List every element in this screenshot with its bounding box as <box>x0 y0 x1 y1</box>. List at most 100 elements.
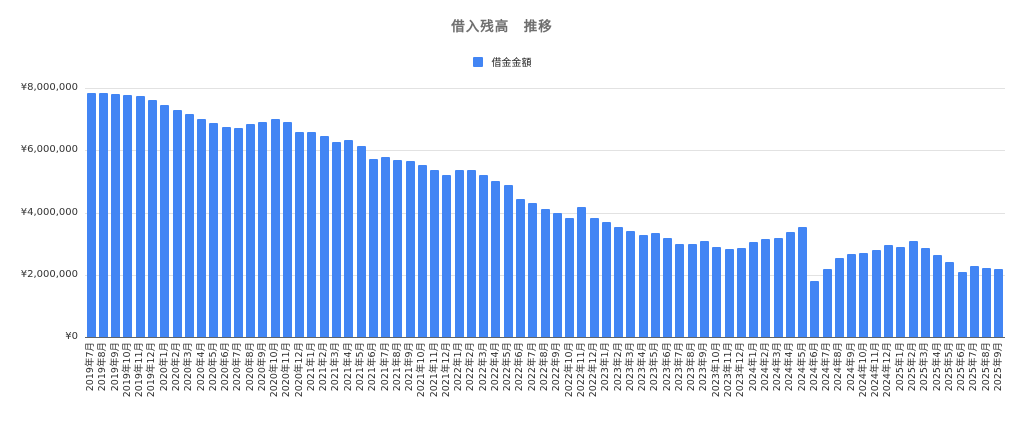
bar[interactable] <box>417 165 427 337</box>
bar[interactable] <box>798 227 808 337</box>
x-tick-label: 2021年6月 <box>367 342 379 392</box>
bar[interactable] <box>540 209 550 337</box>
bar[interactable] <box>491 181 501 337</box>
bar[interactable] <box>908 240 918 337</box>
bar[interactable] <box>650 233 660 337</box>
x-tick-label: 2023年12月 <box>735 342 747 398</box>
bar[interactable] <box>344 140 354 337</box>
x-tick-label: 2022年10月 <box>563 342 575 398</box>
bar[interactable] <box>209 123 219 337</box>
bar[interactable] <box>614 227 624 337</box>
bar[interactable] <box>601 222 611 337</box>
bar[interactable] <box>466 169 476 337</box>
x-tick-label: 2025年2月 <box>907 342 918 392</box>
x-tick-label: 2019年10月 <box>121 342 133 398</box>
bar[interactable] <box>699 240 709 337</box>
bar[interactable] <box>933 254 943 337</box>
bar[interactable] <box>430 169 440 337</box>
x-tick-label: 2020年10月 <box>269 342 281 398</box>
bar[interactable] <box>982 268 992 337</box>
bar[interactable] <box>123 94 133 337</box>
bar[interactable] <box>724 248 734 337</box>
bar[interactable] <box>565 218 575 337</box>
bar[interactable] <box>381 157 391 337</box>
bar[interactable] <box>883 244 893 337</box>
bar[interactable] <box>442 174 452 337</box>
bar[interactable] <box>810 280 820 337</box>
bar[interactable] <box>503 185 513 337</box>
y-tick-label: ¥6,000,000 <box>20 144 78 156</box>
x-tick-label: 2023年5月 <box>649 342 661 392</box>
legend: 借金金額 <box>0 54 1004 69</box>
bar[interactable] <box>920 248 930 337</box>
bar[interactable] <box>307 132 317 337</box>
bar[interactable] <box>945 261 955 337</box>
bar[interactable] <box>405 160 415 337</box>
bar[interactable] <box>197 119 207 337</box>
bar[interactable] <box>172 109 182 337</box>
bar[interactable] <box>368 159 378 337</box>
bar[interactable] <box>687 243 697 337</box>
bar[interactable] <box>773 237 783 337</box>
bar[interactable] <box>528 202 538 337</box>
bar[interactable] <box>86 92 96 337</box>
x-tick-label: 2021年12月 <box>440 342 452 398</box>
x-tick-label: 2025年7月 <box>968 342 980 392</box>
bar[interactable] <box>577 207 587 337</box>
bar[interactable] <box>233 128 243 337</box>
bar[interactable] <box>479 175 489 337</box>
bar[interactable] <box>749 241 759 337</box>
bar[interactable] <box>761 239 771 337</box>
bar[interactable] <box>111 94 121 337</box>
bar[interactable] <box>135 95 145 337</box>
bar[interactable] <box>736 247 746 337</box>
x-tick-label: 2024年7月 <box>821 342 833 392</box>
bar[interactable] <box>515 199 525 337</box>
x-tick-label: 2023年3月 <box>624 342 636 392</box>
x-tick-label: 2021年4月 <box>342 342 354 392</box>
x-tick-label: 2023年7月 <box>673 342 685 392</box>
bar[interactable] <box>270 119 280 337</box>
bar[interactable] <box>258 122 268 337</box>
bar[interactable] <box>822 269 832 337</box>
bar[interactable] <box>331 141 341 337</box>
bar[interactable] <box>246 123 256 337</box>
bar[interactable] <box>994 269 1004 337</box>
bar[interactable] <box>589 218 599 337</box>
bar[interactable] <box>859 252 869 337</box>
bar[interactable] <box>638 235 648 337</box>
bar[interactable] <box>626 230 636 337</box>
bar[interactable] <box>957 271 967 337</box>
bar[interactable] <box>454 170 464 337</box>
bar[interactable] <box>896 246 906 337</box>
bar[interactable] <box>160 105 170 337</box>
x-tick-label: 2022年9月 <box>551 342 563 392</box>
x-tick-label: 2023年10月 <box>710 342 722 398</box>
bar[interactable] <box>319 136 329 337</box>
bar[interactable] <box>552 213 562 337</box>
bar[interactable] <box>663 238 673 337</box>
bar[interactable] <box>356 145 366 337</box>
x-tick-label: 2022年4月 <box>489 342 501 392</box>
bar[interactable] <box>969 266 979 337</box>
x-tick-label: 2020年9月 <box>256 342 268 392</box>
bar[interactable] <box>221 126 231 337</box>
bar[interactable] <box>712 246 722 337</box>
bar[interactable] <box>184 114 194 337</box>
bar[interactable] <box>785 232 795 337</box>
bar[interactable] <box>98 93 108 337</box>
bar[interactable] <box>675 243 685 337</box>
bar[interactable] <box>871 250 881 337</box>
legend-swatch-icon <box>472 56 483 67</box>
bar[interactable] <box>295 131 305 337</box>
bar[interactable] <box>834 258 844 337</box>
bar[interactable] <box>147 100 157 337</box>
x-tick-label: 2024年2月 <box>759 342 771 392</box>
x-tick-label: 2022年3月 <box>477 342 489 392</box>
bar[interactable] <box>393 159 403 337</box>
bar[interactable] <box>282 122 292 337</box>
x-tick-label: 2024年6月 <box>808 342 820 392</box>
x-tick-label: 2019年8月 <box>97 342 109 392</box>
bar[interactable] <box>847 253 857 337</box>
